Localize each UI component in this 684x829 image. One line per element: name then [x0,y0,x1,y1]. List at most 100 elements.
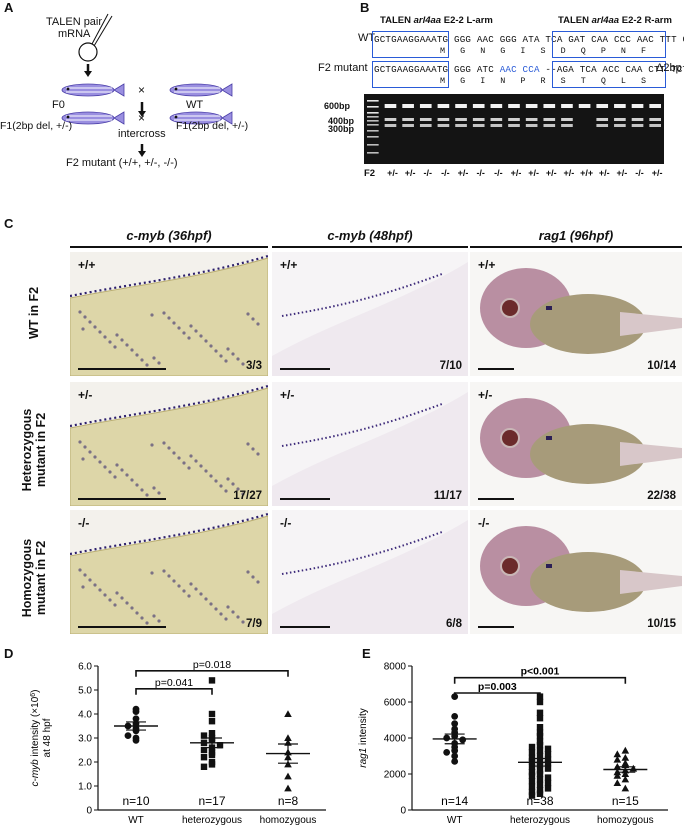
ladder-band [367,100,379,102]
gel-band-600 [508,104,520,108]
panel-d-letter: D [4,646,14,661]
gel-band-400 [561,118,573,121]
x-category-label: heterozygous [510,815,570,826]
data-point-square [536,747,544,754]
gel-band-300 [402,124,414,127]
lane-genotype-label: -/- [635,168,644,178]
ish-image-cmyb48-row1: +/- 11/17 [272,382,468,506]
data-point-triangle [621,770,630,777]
ladder-band [367,106,379,108]
data-point-square [536,698,544,706]
data-point-triangle [621,746,630,754]
gel-band-400 [543,118,556,121]
panel-a-schematic [61,13,233,157]
gel-band-300 [472,124,485,127]
lane-genotype-label: +/- [457,168,469,178]
data-point-square [544,785,552,792]
data-point-triangle [613,772,622,779]
y-axis-label: c-myb intensity (×106) [30,689,42,786]
data-point-circle [132,705,140,713]
mutant-sequence: GCTGAAGGAAATG GGG ATC AAC CCA --AGA TCA … [374,64,684,75]
col-underline-2 [272,246,468,248]
ish-image-rag1-row2: -/- 10/15 [470,510,682,634]
significance-bracket [453,676,627,684]
data-point-square [536,790,544,797]
wt-seq-label: WT [358,32,376,44]
data-point-triangle [613,750,622,758]
f2-label: F2 mutant (+/+, +/-, -/-) [66,157,178,169]
lane-genotype-label: -/- [423,168,433,178]
data-point-square [200,732,208,739]
genotype-label: -/- [478,516,490,530]
data-point-square [536,729,544,736]
lane-genotype-label: +/- [616,168,628,178]
gel-band-300 [561,124,573,127]
x-category-label: homozygous [597,815,654,826]
ladder-300: 300bp [328,124,355,134]
gel-band-600 [472,104,485,108]
data-point-triangle [284,784,292,792]
gel-band-600 [402,104,414,108]
y-tick-label: 3.0 [78,734,92,745]
gel-band-600 [490,104,503,108]
talen-left-box-mut [372,61,449,88]
scale-bar [78,368,166,370]
data-point-square [208,677,216,684]
col-underline-1 [70,246,268,248]
data-point-circle [451,758,459,765]
gel-band-300 [437,124,450,127]
data-point-square [528,754,536,761]
talen-label-line2: mRNA [58,28,91,40]
data-point-circle [132,715,140,723]
intercross-label: intercross [118,128,166,140]
data-point-circle [443,734,451,742]
gel-band-300 [525,124,538,127]
data-point-circle [451,713,459,720]
ladder-band [367,136,379,138]
n-label: n=8 [278,794,299,808]
ish-image-cmyb48-row0: +/+ 7/10 [272,252,468,376]
gel-band-600 [543,104,556,108]
genotype-label: -/- [78,516,90,530]
lane-genotype-label: +/- [651,168,663,178]
gel-band-600 [419,104,432,108]
scale-bar [78,498,166,500]
ladder-band [367,130,379,132]
mutant-amino-acids: M G I N P R S T Q L S [440,76,647,86]
embryo-count-label: 22/38 [647,490,676,502]
gel-band-300 [614,124,626,127]
data-point-circle [451,720,459,727]
p-value-label: p=0.003 [478,681,517,693]
ladder-band [367,144,379,146]
gel-band-300 [490,124,503,127]
gel-band-600 [525,104,538,108]
data-point-square [528,788,536,796]
data-point-square [528,758,536,765]
col-header-rag1-96: rag1 (96hpf) [538,228,614,243]
data-point-square [528,772,536,779]
gel-band-400 [402,118,414,121]
p-value-label: p<0.001 [521,666,560,678]
data-point-triangle [284,710,292,717]
data-point-square [200,754,208,761]
wt-sequence: GCTGAAGGAAATG GGG AAC GGG ATA TCA GAT CA… [374,34,684,45]
gel-band-400 [472,118,485,121]
data-point-square [544,751,552,758]
data-point-triangle [621,784,630,792]
ladder-400: 400bp [328,116,355,126]
data-point-square [536,776,544,783]
lane-genotype-label: +/- [528,168,540,178]
gel-band-400 [455,118,467,121]
col-header-cmyb-36: c-myb (36hpf) [126,228,212,243]
data-point-triangle [629,764,638,772]
lane-genotype-label: -/- [476,168,485,178]
data-point-circle [451,747,459,754]
panel-a-letter: A [4,0,14,15]
gel-band-400 [508,118,520,121]
lane-genotype-labels: +/- +/- -/- -/- +/- -/- -/- +/- +/- +/- +/- +/+ +/- +… [380,168,670,182]
data-point-triangle [284,734,292,741]
data-point-square [200,746,208,754]
n-label: n=15 [612,794,639,808]
data-point-square [536,738,544,745]
fish-f1-left-icon [61,111,125,125]
